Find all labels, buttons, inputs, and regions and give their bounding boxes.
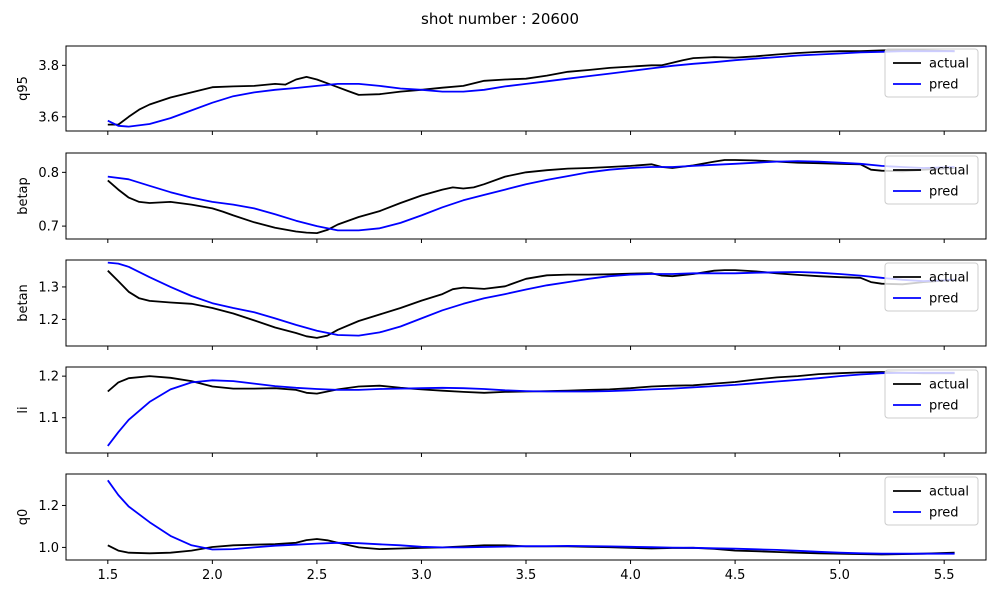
- y-tick-label: 0.7: [38, 220, 59, 235]
- x-tick-label: 2.5: [307, 568, 328, 583]
- subplot-betan: 1.2 1.3 betan actual pred: [16, 259, 987, 350]
- legend: actual pred: [884, 476, 979, 526]
- y-axis-label: q0: [16, 509, 31, 526]
- y-axis-label: li: [16, 406, 31, 413]
- series-line-actual: [107, 538, 955, 556]
- legend-label-actual: actual: [929, 164, 969, 179]
- y-tick-label: 1.0: [38, 541, 59, 556]
- legend-frame: [884, 369, 979, 419]
- legend-frame: [884, 155, 979, 205]
- series-line-pred: [107, 371, 955, 447]
- legend: actual pred: [884, 48, 979, 98]
- series-line-actual: [107, 49, 955, 126]
- legend-label-actual: actual: [929, 271, 969, 286]
- legend-frame: [884, 48, 979, 98]
- y-axis-label: betan: [16, 284, 31, 322]
- legend: actual pred: [884, 369, 979, 419]
- subplot-li: 1.1 1.2 li actual pred: [16, 366, 987, 457]
- legend-label-pred: pred: [929, 185, 959, 200]
- y-axis-label: betap: [16, 177, 31, 215]
- legend-label-pred: pred: [929, 292, 959, 307]
- x-tick-label: 1.5: [97, 568, 118, 583]
- legend-label-pred: pred: [929, 399, 959, 414]
- axes-frame: [65, 259, 987, 347]
- series-line-pred: [107, 261, 955, 337]
- y-tick-label: 0.8: [38, 166, 59, 181]
- legend-frame: [884, 476, 979, 526]
- y-tick-label: 1.1: [38, 411, 59, 426]
- legend-label-actual: actual: [929, 57, 969, 72]
- x-tick-label: 2.0: [202, 568, 223, 583]
- axes-frame: [65, 366, 987, 454]
- legend-label-pred: pred: [929, 506, 959, 521]
- y-tick-label: 1.2: [38, 370, 59, 385]
- legend-frame: [884, 262, 979, 312]
- x-tick-label: 4.5: [725, 568, 746, 583]
- series-line-pred: [107, 479, 955, 555]
- subplot-betap: 0.7 0.8 betap actual pred: [16, 152, 987, 243]
- figure-title: shot number : 20600: [421, 10, 579, 28]
- legend-label-actual: actual: [929, 378, 969, 393]
- series-line-pred: [107, 160, 955, 232]
- legend: actual pred: [884, 155, 979, 205]
- y-tick-label: 1.2: [38, 499, 59, 514]
- series-line-actual: [107, 371, 955, 395]
- x-tick-label: 5.5: [934, 568, 955, 583]
- axes-frame: [65, 152, 987, 240]
- legend-label-actual: actual: [929, 485, 969, 500]
- y-tick-label: 1.3: [38, 280, 59, 295]
- legend-label-pred: pred: [929, 78, 959, 93]
- series-line-actual: [107, 269, 955, 339]
- subplot-q0: 1.0 1.2 1.5 2.0 2.5 3.0 3.5 4.0 4.5 5.0 5.5 q0 actua…: [16, 473, 987, 583]
- y-tick-label: 3.8: [38, 59, 59, 74]
- subplot-q95: 3.6 3.8 q95 actual pred: [16, 45, 987, 135]
- y-axis-label: q95: [16, 76, 31, 101]
- series-line-pred: [107, 50, 955, 128]
- x-tick-label: 5.0: [829, 568, 850, 583]
- y-tick-label: 3.6: [38, 110, 59, 125]
- series-line-actual: [107, 159, 955, 234]
- x-tick-label: 4.0: [620, 568, 641, 583]
- x-tick-label: 3.5: [516, 568, 537, 583]
- x-tick-label: 3.0: [411, 568, 432, 583]
- y-tick-label: 1.2: [38, 313, 59, 328]
- legend: actual pred: [884, 262, 979, 312]
